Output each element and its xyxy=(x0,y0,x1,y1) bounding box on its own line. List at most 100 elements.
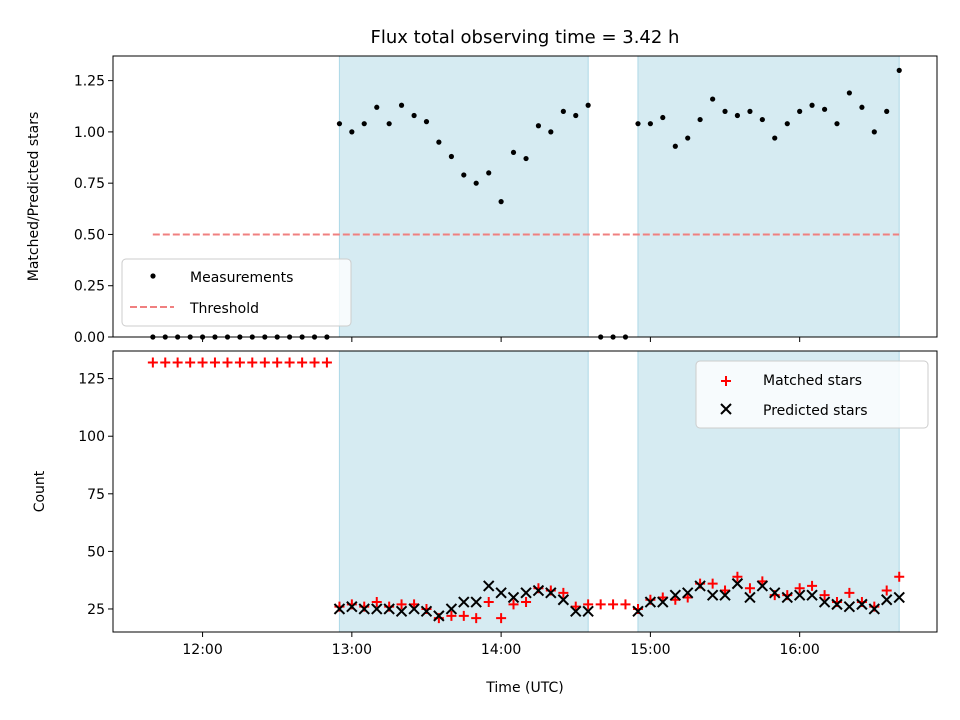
y-tick-label: 0.00 xyxy=(74,330,105,346)
predicted-star-point xyxy=(433,610,445,622)
predicted-star-point xyxy=(880,594,893,606)
measurement-point xyxy=(660,114,666,121)
legend-marker-x xyxy=(720,403,732,415)
measurement-point xyxy=(548,129,554,135)
matched-star-point xyxy=(508,599,519,610)
predicted-star-point xyxy=(383,603,395,615)
shaded-interval xyxy=(339,351,589,632)
matched-star-point xyxy=(222,357,233,368)
axes-frame xyxy=(112,350,938,633)
measurement-point xyxy=(647,121,653,127)
matched-star-point xyxy=(197,357,208,368)
measurement-point xyxy=(336,121,343,127)
y-tick-label: 0.25 xyxy=(74,279,105,295)
measurement-point xyxy=(361,121,367,127)
measurement-point xyxy=(697,116,703,123)
matched-star-point xyxy=(321,357,332,368)
predicted-star-point xyxy=(445,603,458,615)
matched-star-point xyxy=(396,599,407,610)
matched-star-point xyxy=(247,357,258,368)
measurement-point xyxy=(349,129,355,135)
predicted-star-point xyxy=(719,589,731,601)
legend-box xyxy=(121,258,352,327)
matched-star-point xyxy=(284,357,295,368)
predicted-star-point xyxy=(582,605,594,617)
measurement-point xyxy=(436,139,442,145)
shaded-interval xyxy=(339,56,589,337)
predicted-star-point xyxy=(781,591,793,604)
matched-star-point xyxy=(272,357,283,368)
predicted-star-point xyxy=(756,580,769,592)
matched-star-point xyxy=(371,597,382,608)
predicted-star-point xyxy=(669,589,682,601)
legend: Measurements Threshold xyxy=(121,258,352,327)
measurement-point xyxy=(535,123,542,129)
predicted-star-point xyxy=(458,596,470,608)
predicted-star-point xyxy=(520,587,532,599)
matched-star-point xyxy=(583,599,594,610)
matched-star-point xyxy=(608,599,619,610)
measurement-point xyxy=(759,116,765,123)
predicted-star-point xyxy=(632,605,644,617)
legend-label: Predicted stars xyxy=(763,403,868,419)
predicted-star-point xyxy=(395,605,408,617)
predicted-star-point xyxy=(682,587,694,599)
measurement-point xyxy=(797,108,803,114)
predicted-star-point xyxy=(507,591,520,604)
measurement-point xyxy=(523,155,529,162)
predicted-star-point xyxy=(408,603,420,615)
matched-star-point xyxy=(807,580,818,591)
predicted-star-point xyxy=(818,596,831,608)
y-tick-label: 0.50 xyxy=(74,227,105,243)
y-tick-label: 100 xyxy=(78,429,105,445)
predicted-star-point xyxy=(694,580,706,592)
bottom-panel: 25 50 75 100 125 12:00 13:00 14:00 15:00 16:00 Cou… xyxy=(32,350,938,696)
x-axis-label: Time (UTC) xyxy=(485,680,563,696)
matched-star-point xyxy=(521,597,532,608)
x-tick-label: 13:00 xyxy=(332,642,372,658)
matched-star-point xyxy=(172,357,183,368)
measurement-point xyxy=(896,67,902,73)
measurement-point xyxy=(846,90,852,96)
matched-star-point xyxy=(881,585,892,596)
predicted-star-point xyxy=(731,577,744,590)
predicted-star-point xyxy=(644,596,657,608)
predicted-star-point xyxy=(532,584,545,597)
x-tick-label: 15:00 xyxy=(630,642,670,658)
measurement-point xyxy=(784,121,790,127)
legend-box xyxy=(695,360,929,429)
x-tick-label: 16:00 xyxy=(779,642,819,658)
measurement-point xyxy=(635,121,641,127)
measurement-point xyxy=(821,106,828,112)
matched-star-point xyxy=(147,357,158,368)
measurement-point xyxy=(560,108,566,114)
measurement-point xyxy=(585,102,591,108)
measurement-point xyxy=(685,135,691,141)
legend-label: Measurements xyxy=(190,270,293,286)
chart-title: Flux total observing time = 3.42 h xyxy=(371,27,680,48)
predicted-star-point xyxy=(806,589,818,601)
measurement-point xyxy=(859,104,865,110)
matched-star-point xyxy=(496,613,507,624)
matched-star-point xyxy=(744,583,755,594)
measurement-point xyxy=(734,112,741,119)
measurement-point xyxy=(871,129,877,135)
legend-marker-dot xyxy=(150,273,156,279)
matched-star-point xyxy=(558,587,569,598)
predicted-star-point xyxy=(470,596,482,608)
y-tick-label: 75 xyxy=(87,487,105,503)
matched-star-point xyxy=(297,357,308,368)
matched-star-point xyxy=(446,610,457,621)
measurement-point xyxy=(772,135,778,141)
legend-label: Threshold xyxy=(189,301,259,317)
matched-star-point xyxy=(471,613,482,624)
measurement-point xyxy=(710,96,716,102)
predicted-star-point xyxy=(371,603,383,615)
predicted-star-point xyxy=(744,591,756,604)
matched-star-point xyxy=(483,597,494,608)
top-panel: 0.00 0.25 0.50 0.75 1.00 1.25 Matched/Predicte… xyxy=(26,27,938,346)
y-tick-label: 0.75 xyxy=(74,176,105,192)
shaded-interval xyxy=(637,56,900,337)
y-tick-label: 1.25 xyxy=(74,74,105,90)
